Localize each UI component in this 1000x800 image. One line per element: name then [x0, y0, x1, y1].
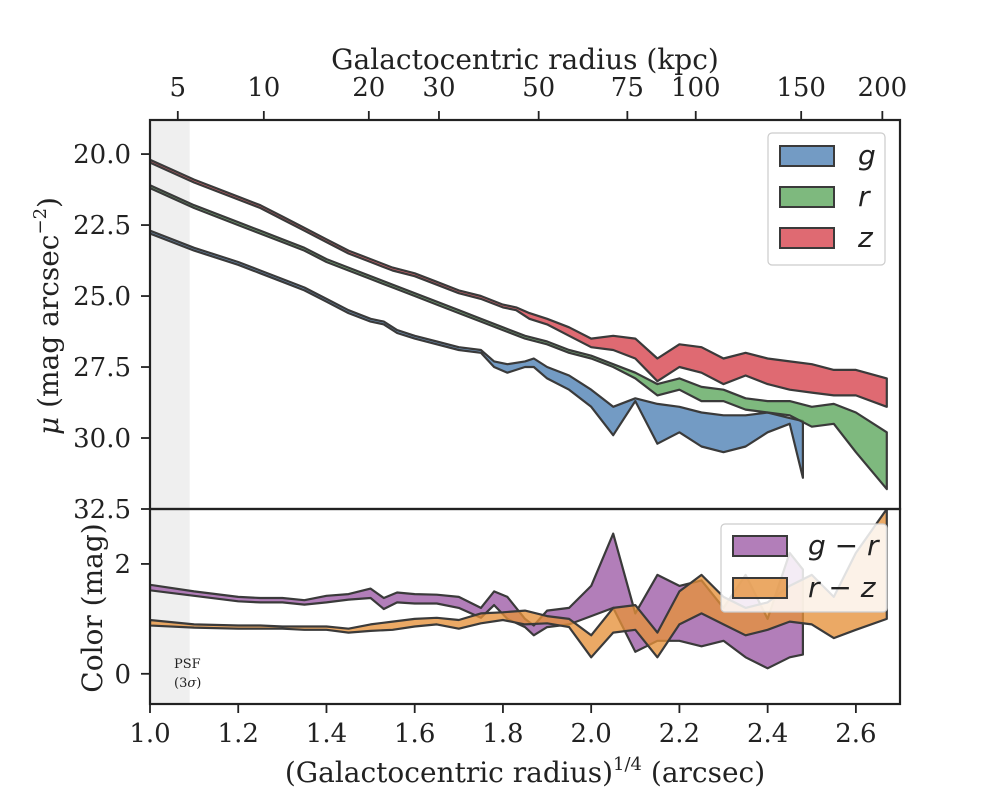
- x-tick-label: 2.4: [747, 719, 788, 749]
- bottom-legend: g − r r − z: [720, 523, 888, 613]
- top-y-tick-label: 25.0: [73, 282, 131, 312]
- top-tick-label: 100: [671, 73, 721, 103]
- top-y-tick-label: 30.0: [73, 424, 131, 454]
- x-axis-title: (Galactocentric radius)1/4 (arcsec): [285, 754, 765, 789]
- legend-swatch-g: [779, 145, 835, 167]
- x-tick-label: 1.8: [482, 719, 523, 749]
- top-tick-label: 30: [422, 73, 455, 103]
- color-series: [151, 509, 888, 670]
- x-tick-label: 2.6: [835, 719, 876, 749]
- top-y-tick-label: 22.5: [73, 211, 131, 241]
- psf-sigma-label: (3σ): [174, 676, 201, 691]
- legend-swatch-z: [779, 227, 835, 249]
- bottom-y-axis-title: Color (mag): [76, 523, 109, 692]
- psf-label: PSF: [174, 657, 201, 672]
- x-tick-label: 1.6: [394, 719, 435, 749]
- top-tick-label: 150: [776, 73, 826, 103]
- legend-label-g-minus-r: g − r: [808, 529, 880, 562]
- bottom-y-tick-label: 0: [114, 660, 131, 690]
- legend-swatch-r: [779, 186, 835, 208]
- series-band-r-minus-z: [151, 509, 888, 659]
- legend-swatch-g-minus-r: [732, 535, 788, 557]
- x-tick-label: 2.0: [570, 719, 611, 749]
- top-y-tick-label: 32.5: [73, 495, 131, 525]
- x-tick-label: 1.2: [218, 719, 259, 749]
- bottom-y-tick-label: 2: [114, 550, 131, 580]
- series-band-r: [151, 184, 888, 491]
- legend-label-z: z: [857, 221, 874, 254]
- top-y-axis-title: μ (mag arcsec−2): [30, 197, 65, 435]
- top-y-tick-label: 27.5: [73, 353, 131, 383]
- psf-region-top: [150, 120, 190, 509]
- x-tick-label: 2.2: [659, 719, 700, 749]
- bottom-panel-frame: [148, 507, 902, 706]
- legend-label-r: r: [858, 180, 871, 213]
- x-tick-label: 1.4: [306, 719, 347, 749]
- psf-region-bottom: [150, 509, 190, 704]
- surface-brightness-series: [151, 159, 888, 491]
- x-tick-label: 1.0: [129, 719, 170, 749]
- top-axis-title: Galactocentric radius (kpc): [331, 43, 719, 76]
- top-tick-label: 200: [858, 73, 908, 103]
- legend-swatch-r-minus-z: [732, 577, 788, 599]
- series-band-z: [151, 159, 888, 408]
- top-tick-label: 5: [170, 73, 187, 103]
- legend-label-g: g: [858, 139, 876, 172]
- top-legend: grz: [767, 132, 886, 266]
- top-y-tick-label: 20.0: [73, 140, 131, 170]
- top-tick-label: 50: [522, 73, 555, 103]
- top-tick-label: 20: [352, 73, 385, 103]
- axis-ticks: 1.0 1.2 1.4 1.6 1.8 2.0 2.2 2.4 2.65 10 20 30 50 75 10…: [73, 73, 907, 749]
- legend-label-r-minus-z: r − z: [808, 571, 877, 604]
- top-tick-label: 10: [247, 73, 280, 103]
- top-tick-label: 75: [611, 73, 644, 103]
